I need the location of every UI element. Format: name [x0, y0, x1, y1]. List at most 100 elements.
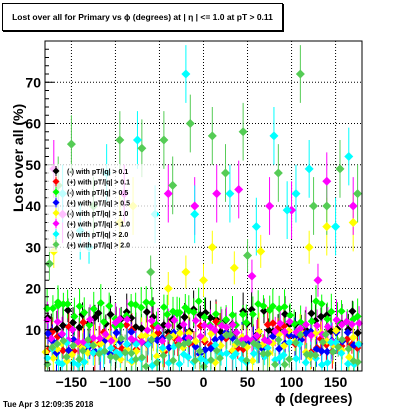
data-point — [353, 189, 363, 199]
data-point — [318, 338, 327, 347]
data-point — [147, 316, 156, 325]
data-point — [322, 222, 332, 232]
data-point — [164, 321, 173, 330]
data-point — [334, 343, 343, 352]
data-point — [353, 328, 362, 337]
data-point — [306, 350, 315, 359]
data-point — [323, 315, 332, 324]
data-point — [69, 341, 78, 350]
data-point — [353, 357, 362, 366]
data-point — [233, 338, 242, 347]
data-point — [95, 349, 104, 358]
data-point — [106, 310, 115, 319]
data-point — [48, 343, 57, 352]
legend-entry: (+) with pT/|q| > 1.0 — [67, 222, 130, 229]
data-point — [184, 329, 193, 338]
data-point — [307, 309, 316, 318]
data-point — [106, 352, 115, 361]
data-point — [101, 330, 110, 339]
data-point — [280, 341, 289, 350]
x-tick-label: 100 — [280, 374, 304, 390]
data-point — [107, 344, 116, 353]
y-tick-label: 50 — [25, 157, 41, 173]
data-point — [207, 131, 217, 141]
data-point — [200, 313, 209, 322]
data-point — [317, 312, 326, 321]
data-point — [279, 351, 288, 360]
data-point — [74, 360, 83, 369]
data-point — [89, 304, 98, 313]
data-point — [313, 275, 323, 285]
data-point — [323, 322, 332, 331]
data-point — [105, 301, 114, 310]
data-point — [152, 352, 161, 361]
data-point — [304, 242, 314, 252]
data-point — [271, 360, 280, 369]
data-point — [49, 354, 58, 363]
data-point — [349, 333, 358, 342]
data-point — [66, 139, 76, 149]
data-point — [163, 310, 172, 319]
data-point — [326, 338, 335, 347]
data-point — [137, 303, 146, 312]
x-tick-label: 150 — [324, 374, 348, 390]
data-point — [273, 168, 283, 178]
data-point — [163, 189, 173, 199]
data-point — [206, 355, 215, 364]
legend-entry: (+) with pT/|q| > 0.5 — [67, 201, 130, 208]
data-point — [159, 321, 168, 330]
data-point — [280, 360, 289, 369]
y-tick-label: 40 — [25, 198, 41, 214]
data-point — [86, 315, 95, 324]
data-point — [348, 218, 358, 227]
data-point — [159, 351, 168, 360]
data-point — [207, 242, 217, 252]
data-point — [158, 343, 167, 352]
data-point — [70, 312, 79, 321]
data-point — [58, 360, 67, 369]
data-point — [181, 267, 191, 277]
x-tick-label: −150 — [56, 374, 88, 390]
data-point — [345, 353, 354, 362]
data-point — [331, 222, 341, 232]
data-point — [232, 328, 241, 337]
data-point — [282, 205, 292, 215]
data-point — [137, 143, 147, 153]
y-tick-label: 10 — [25, 322, 41, 338]
data-point — [68, 325, 77, 334]
y-tick-label: 70 — [25, 74, 41, 90]
data-point — [175, 335, 184, 344]
data-point — [259, 302, 268, 311]
data-point — [249, 349, 258, 358]
data-point — [216, 341, 225, 350]
legend-entry: (+) with pT/|q| > 2.0 — [67, 243, 130, 250]
data-point — [229, 263, 239, 273]
data-point — [147, 335, 156, 344]
data-point — [199, 275, 208, 285]
data-point — [222, 349, 231, 358]
data-point — [304, 164, 314, 174]
data-point — [332, 326, 341, 335]
data-point — [317, 347, 326, 356]
x-axis-label: ϕ (degrees) — [275, 390, 353, 406]
data-point — [215, 354, 224, 363]
data-point — [47, 334, 56, 343]
data-point — [323, 358, 332, 367]
data-point — [53, 317, 62, 326]
data-point — [212, 346, 221, 355]
data-point — [69, 318, 78, 327]
data-point — [211, 310, 220, 319]
x-tick-label: −50 — [148, 374, 172, 390]
data-point — [222, 315, 231, 324]
data-point — [353, 312, 362, 321]
data-point — [84, 341, 93, 350]
data-point — [78, 346, 87, 355]
data-point — [196, 332, 205, 341]
data-point — [121, 348, 130, 357]
data-point — [58, 321, 67, 330]
data-point — [181, 69, 191, 79]
data-point — [115, 314, 124, 323]
data-point — [184, 338, 193, 347]
data-point — [53, 339, 62, 348]
data-point — [75, 355, 84, 364]
